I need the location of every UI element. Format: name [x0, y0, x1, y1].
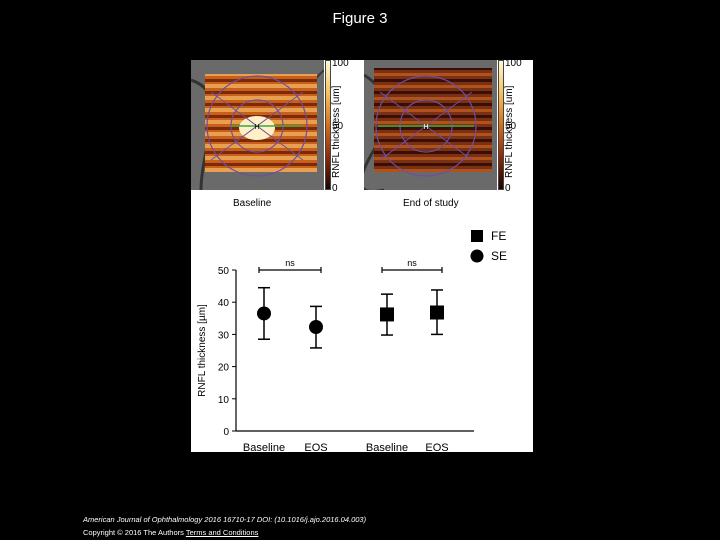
significance-label: ns [407, 258, 417, 268]
y-tick-label: 30 [218, 330, 230, 341]
x-tick-label: Baseline [366, 442, 408, 452]
copyright-text: Copyright © 2016 The Authors [83, 528, 184, 537]
baseline-map-caption: Baseline [233, 198, 272, 209]
end-of-study-thickness-map: H [364, 60, 497, 190]
copyright-line: Copyright © 2016 The Authors Terms and C… [83, 528, 258, 537]
significance-label: ns [285, 258, 295, 268]
colorbar-tick-mid: 50 [505, 121, 517, 132]
slide-title: Figure 3 [332, 10, 388, 27]
colorbar-tick-max: 100 [332, 58, 349, 69]
end-of-study-map-caption: End of study [403, 198, 459, 209]
x-tick-label: EOS [304, 442, 327, 452]
y-tick-label: 20 [218, 363, 230, 374]
fovea-marker: H [423, 124, 428, 131]
y-tick-label: 10 [218, 395, 230, 406]
figure-panel: H 100 50 0 RNFL thickness [um] Baseline [191, 58, 533, 452]
legend-marker-se [470, 249, 484, 263]
terms-link[interactable]: Terms and Conditions [185, 528, 259, 537]
citation: American Journal of Ophthalmology 2016 1… [83, 515, 367, 524]
y-axis-label: RNFL thickness [µm] [197, 304, 208, 397]
legend-label-se: SE [491, 249, 507, 263]
x-tick-label: Baseline [243, 442, 285, 452]
data-point-se [309, 319, 323, 334]
y-tick-label: 50 [218, 266, 230, 277]
colorbar-tick-mid: 50 [332, 121, 344, 132]
end-of-study-colorbar [498, 60, 504, 190]
baseline-colorbar [325, 60, 331, 190]
data-point-fe [380, 307, 394, 322]
colorbar-tick-min: 0 [332, 183, 338, 194]
baseline-thickness-map: H [191, 60, 324, 190]
fovea-marker: H [254, 124, 259, 131]
thickness-dot-plot: 0 10 20 30 40 50 RNFL thickness [µm] Baseline EO… [197, 229, 507, 452]
x-tick-label: EOS [425, 442, 448, 452]
y-tick-label: 40 [218, 298, 230, 309]
legend-marker-fe [471, 230, 483, 242]
colorbar-tick-min: 0 [505, 183, 511, 194]
y-tick-label: 0 [223, 427, 229, 438]
legend-label-fe: FE [491, 229, 506, 243]
colorbar-tick-max: 100 [505, 58, 522, 69]
data-point-fe [430, 305, 444, 320]
data-point-se [257, 306, 271, 321]
